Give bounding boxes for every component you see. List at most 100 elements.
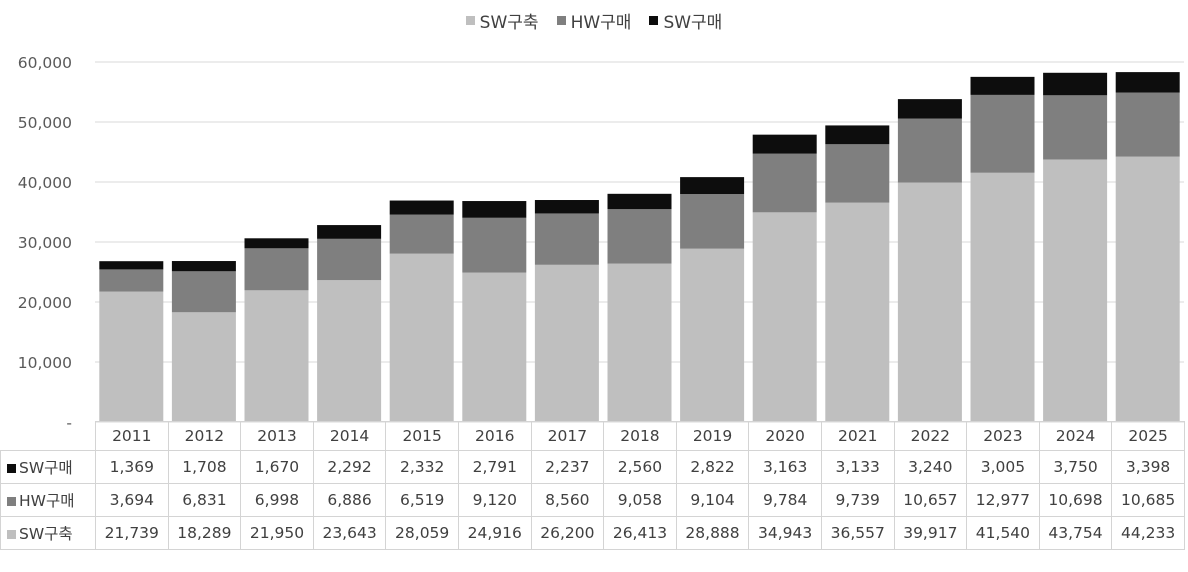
bar-segment: [171, 271, 236, 313]
bar-segment: [1115, 156, 1180, 423]
data-label: 10,698: [1038, 483, 1113, 517]
bar-segment: [389, 214, 454, 254]
data-label: 6,998: [240, 483, 314, 517]
data-label: 21,739: [95, 516, 169, 550]
legend-swatch: [465, 16, 475, 25]
data-label: 6,886: [312, 483, 387, 517]
x-tick-label: 2019: [675, 421, 750, 451]
y-tick-label: 10,000: [18, 354, 72, 372]
row-label: SW구매: [19, 459, 73, 477]
data-label: 18,289: [167, 516, 242, 550]
bar-segment: [317, 225, 382, 239]
row-legend-key: [7, 464, 16, 473]
table-corner: [1, 422, 96, 451]
data-label: 3,133: [820, 450, 895, 484]
bar-segment: [1043, 159, 1108, 422]
data-label: 26,200: [530, 516, 605, 550]
data-label: 39,917: [893, 516, 968, 550]
x-tick-label: 2015: [385, 421, 459, 451]
data-label: 43,754: [1038, 516, 1113, 550]
data-label: 8,560: [530, 483, 605, 517]
data-label: 9,058: [603, 483, 677, 517]
data-label: 12,977: [966, 483, 1040, 517]
data-label: 28,059: [385, 516, 459, 550]
y-tick-label: -: [66, 414, 72, 425]
legend-swatch: [556, 16, 566, 25]
bar-segment: [680, 194, 745, 249]
data-label: 2,237: [530, 450, 605, 484]
data-table: 2011 2012 2013 2014 2015 2016 2017 2018 2019 2020…: [0, 421, 1185, 550]
bar-segment: [244, 290, 309, 422]
bar-segment: [462, 217, 527, 273]
table-row: HW구매 3,694 6,831 6,998 6,886 6,519 9,120 8,560 9…: [0, 483, 1185, 517]
bar-segment: [752, 153, 817, 213]
x-tick-label: 2022: [893, 421, 968, 451]
legend-label: HW구매: [570, 13, 632, 33]
bar-segment: [1043, 95, 1108, 160]
bar-segment: [680, 248, 745, 422]
row-header: HW구매: [0, 483, 96, 517]
bar-segment: [99, 269, 164, 292]
bar-segment: [1115, 72, 1180, 93]
bar-segment: [317, 238, 382, 281]
x-tick-label: 2021: [820, 421, 895, 451]
row-label: SW구축: [19, 525, 73, 543]
data-label: 2,822: [675, 450, 750, 484]
bar-segment: [389, 200, 454, 215]
bar-segment: [970, 172, 1035, 422]
legend-swatch: [649, 16, 659, 25]
y-tick-label: 60,000: [18, 54, 72, 72]
data-label: 3,163: [748, 450, 822, 484]
row-header: SW구매: [0, 450, 96, 484]
data-label: 10,685: [1111, 483, 1185, 517]
bar-segment: [462, 272, 527, 422]
y-tick-label: 20,000: [18, 294, 72, 312]
legend-label: SW구축: [479, 13, 539, 33]
x-tick-label: 2014: [312, 421, 387, 451]
bar-segment: [607, 263, 672, 422]
data-label: 44,233: [1111, 516, 1185, 550]
bar-segment: [317, 280, 382, 422]
x-tick-label: 2018: [603, 421, 677, 451]
data-label: 34,943: [748, 516, 822, 550]
x-tick-label: 2017: [530, 421, 605, 451]
legend-item: SW구매: [649, 8, 722, 33]
x-tick-label: 2025: [1111, 421, 1185, 451]
data-label: 1,708: [167, 450, 242, 484]
bar-segment: [607, 209, 672, 264]
data-label: 9,120: [457, 483, 532, 517]
bar-segment: [171, 261, 236, 272]
bar-segment: [534, 213, 599, 265]
data-label: 9,739: [820, 483, 895, 517]
bar-segment: [897, 99, 962, 119]
data-label: 23,643: [312, 516, 387, 550]
data-label: 21,950: [240, 516, 314, 550]
bar-segment: [825, 125, 890, 145]
data-label: 9,784: [748, 483, 822, 517]
x-tick-label: 2023: [966, 421, 1040, 451]
bar-segment: [171, 312, 236, 422]
bar-segment: [897, 182, 962, 422]
x-tick-label: 2013: [240, 421, 314, 451]
bar-segment: [1115, 92, 1180, 157]
row-header: SW구축: [0, 516, 96, 550]
bar-segment: [244, 238, 309, 249]
x-tick-label: 2016: [457, 421, 532, 451]
x-tick-label: 2011: [95, 421, 169, 451]
x-tick-label: 2012: [167, 421, 242, 451]
data-label: 1,670: [240, 450, 314, 484]
bar-segment: [825, 202, 890, 422]
y-tick-label: 50,000: [18, 114, 72, 132]
data-label: 3,694: [95, 483, 169, 517]
legend-label: SW구매: [663, 13, 723, 33]
bar-segment: [534, 264, 599, 422]
data-label: 36,557: [820, 516, 895, 550]
data-label: 3,005: [966, 450, 1040, 484]
data-label: 2,332: [385, 450, 459, 484]
row-legend-key: [7, 497, 16, 506]
stacked-bar-chart: - 10,000 20,000 30,000 40,000 50,000 60,000: [18, 54, 1184, 425]
bar-segment: [825, 144, 890, 203]
data-label: 26,413: [603, 516, 677, 550]
bar-segment: [680, 177, 745, 195]
bar-segment: [970, 76, 1035, 95]
